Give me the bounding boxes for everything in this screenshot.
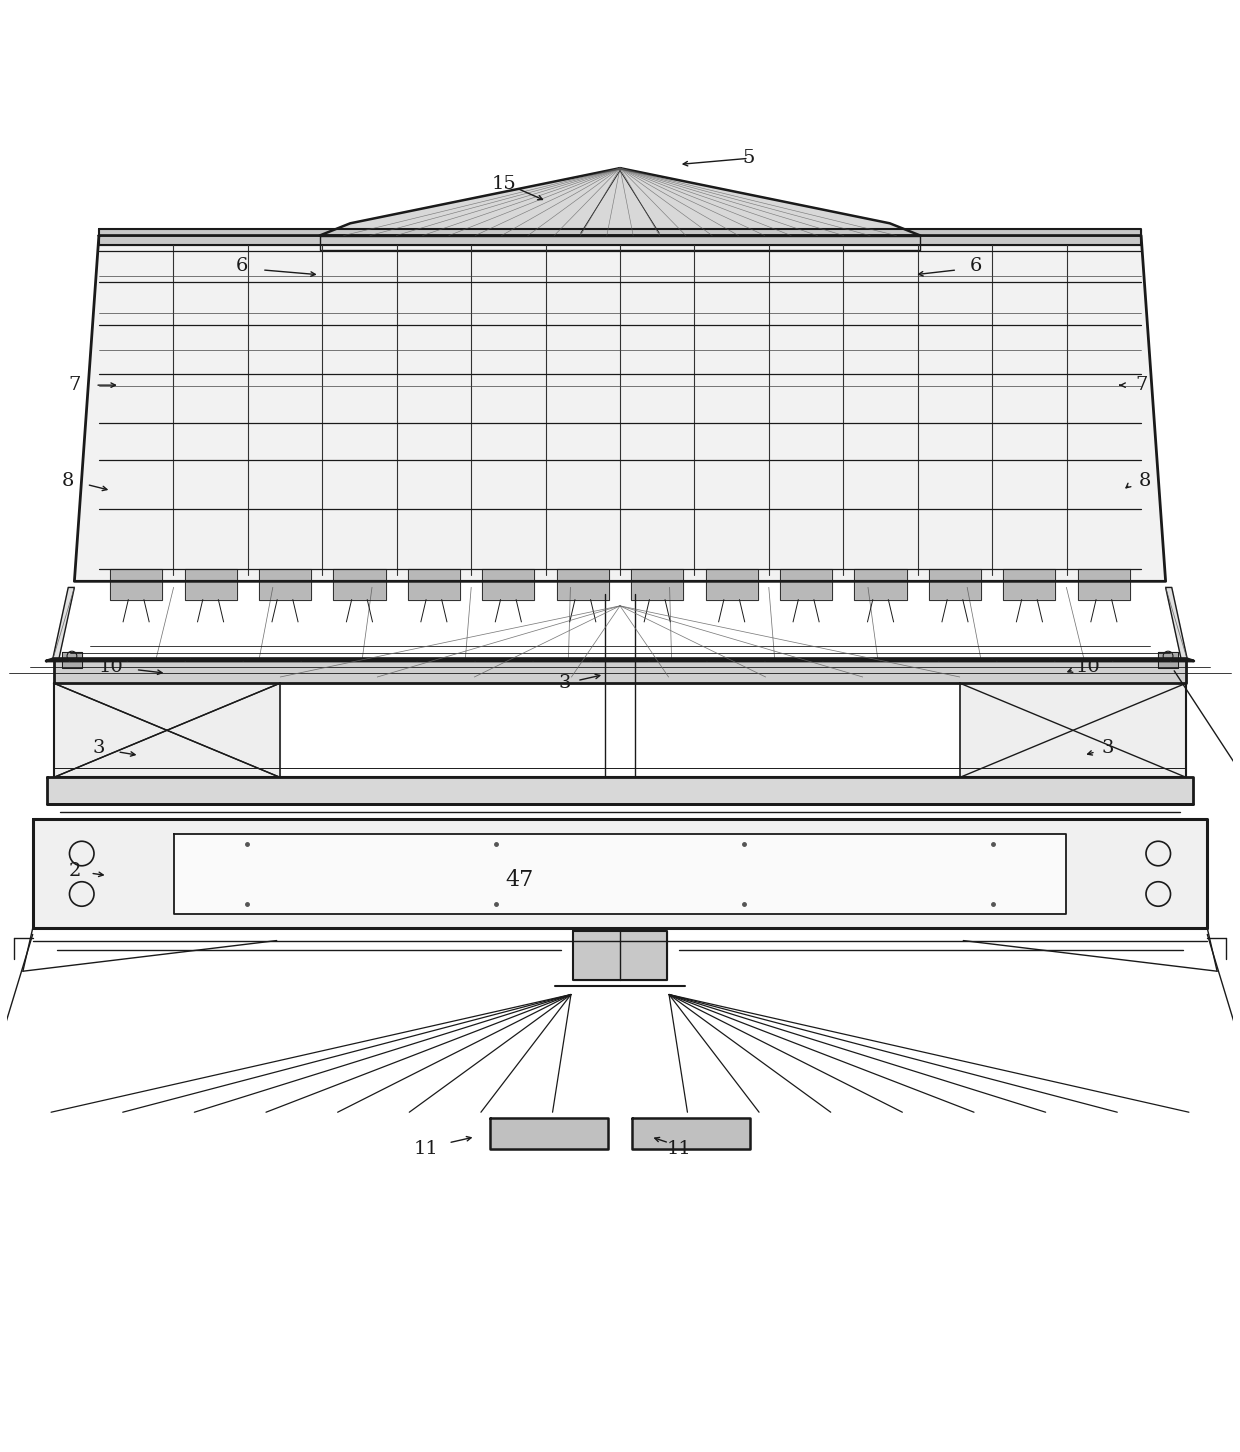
Text: 10: 10 — [99, 658, 124, 677]
Text: 3: 3 — [93, 739, 105, 756]
Polygon shape — [632, 1118, 750, 1149]
Polygon shape — [1166, 588, 1188, 661]
Polygon shape — [631, 569, 683, 600]
Polygon shape — [62, 652, 82, 668]
Polygon shape — [960, 682, 1187, 777]
Text: 11: 11 — [666, 1140, 691, 1159]
Polygon shape — [408, 569, 460, 600]
Text: 5: 5 — [743, 150, 755, 167]
Text: 8: 8 — [62, 472, 74, 489]
Polygon shape — [780, 569, 832, 600]
Polygon shape — [320, 168, 920, 235]
Text: 47: 47 — [506, 870, 533, 892]
Polygon shape — [929, 569, 981, 600]
Polygon shape — [47, 777, 1193, 804]
Polygon shape — [32, 819, 1208, 928]
Text: 7: 7 — [1135, 376, 1147, 393]
Polygon shape — [52, 588, 74, 661]
Polygon shape — [110, 569, 162, 600]
Polygon shape — [1003, 569, 1055, 600]
Text: 2: 2 — [68, 861, 81, 880]
Polygon shape — [482, 569, 534, 600]
Polygon shape — [99, 229, 1141, 245]
Polygon shape — [1158, 652, 1178, 668]
Text: 6: 6 — [970, 257, 982, 276]
Polygon shape — [334, 569, 386, 600]
Polygon shape — [259, 569, 311, 600]
Polygon shape — [573, 931, 667, 980]
Polygon shape — [706, 569, 758, 600]
Text: 6: 6 — [236, 257, 248, 276]
Polygon shape — [46, 659, 1194, 661]
Text: 3: 3 — [558, 674, 572, 693]
Polygon shape — [53, 659, 1187, 682]
Text: 3: 3 — [1102, 739, 1115, 756]
Text: 15: 15 — [491, 176, 516, 193]
Polygon shape — [490, 1118, 608, 1149]
Polygon shape — [174, 833, 1066, 913]
Text: 7: 7 — [68, 376, 81, 393]
Polygon shape — [53, 682, 280, 777]
Polygon shape — [557, 569, 609, 600]
Text: 8: 8 — [1138, 472, 1151, 489]
Polygon shape — [1078, 569, 1130, 600]
Polygon shape — [74, 235, 1166, 581]
Polygon shape — [185, 569, 237, 600]
Polygon shape — [320, 235, 920, 250]
Polygon shape — [854, 569, 906, 600]
Text: 11: 11 — [414, 1140, 439, 1159]
Text: 10: 10 — [1076, 658, 1101, 677]
